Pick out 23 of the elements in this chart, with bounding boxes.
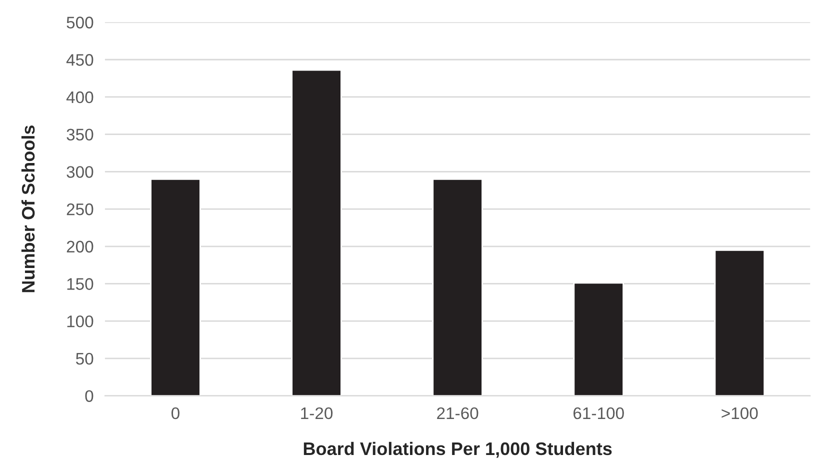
- y-tick-label: 150: [67, 278, 94, 290]
- y-tick-label: 250: [66, 203, 94, 216]
- y-tick-label: 350: [66, 128, 94, 141]
- y-tick-label: 50: [76, 352, 94, 365]
- bar: [714, 249, 766, 396]
- y-tick-label: 450: [66, 54, 94, 66]
- y-tick-label: 500: [66, 16, 94, 28]
- x-axis-title: Board Violations Per 1,000 Students: [304, 442, 612, 458]
- bar: [432, 178, 483, 396]
- y-tick-label: 200: [66, 240, 94, 253]
- bar: [573, 282, 624, 396]
- x-tick-label: 61-100: [574, 407, 624, 420]
- x-tick-label: >100: [722, 407, 758, 420]
- y-tick-label: 400: [66, 91, 94, 104]
- bar: [291, 69, 342, 396]
- y-tick-label: 100: [67, 315, 94, 328]
- y-tick-label: 300: [66, 166, 94, 178]
- bar: [150, 178, 201, 396]
- x-tick-label: 0: [171, 407, 180, 420]
- x-tick-label: 21-60: [437, 407, 478, 420]
- x-tick-label: 1-20: [301, 407, 333, 420]
- y-axis-title: Number Of Schools: [21, 126, 35, 292]
- y-tick-label: 0: [85, 390, 94, 402]
